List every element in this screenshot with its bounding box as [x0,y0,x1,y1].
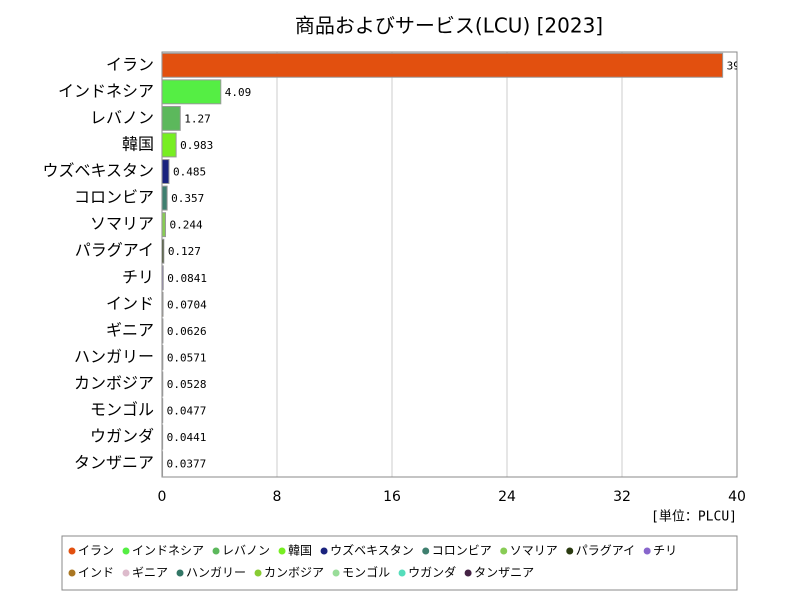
legend-marker [122,547,130,555]
legend-label: レバノン [222,544,270,558]
y-tick-label: インド [106,294,154,313]
legend-label: カンボジア [264,566,324,580]
bar [162,185,168,211]
y-tick-label: ソマリア [90,214,154,233]
legend-marker [254,569,262,577]
y-tick-label: モンゴル [90,400,154,419]
legend-marker [122,569,130,577]
y-tick-label: イラン [106,55,154,74]
plot-border [161,51,738,478]
value-label: 0.485 [173,166,206,179]
x-tick-label: 32 [613,489,631,505]
legend-marker [500,547,508,555]
value-label: 0.0441 [167,431,207,444]
value-label: 0.983 [180,139,213,152]
y-tick-label: 韓国 [122,134,154,153]
legend-marker [566,547,574,555]
legend-marker [320,547,328,555]
legend-marker [464,569,472,577]
y-tick-label: コロンビア [74,188,154,207]
bar [162,212,167,238]
value-label: 39 [727,59,740,72]
bar [162,451,164,477]
bar [162,159,170,184]
value-label: 0.0704 [167,298,207,311]
x-tick-label: 40 [728,489,746,505]
legend-marker [643,547,651,555]
x-tick-label: 8 [273,489,282,505]
y-tick-label: パラグアイ [75,241,154,260]
bar [162,238,165,264]
y-tick-label: カンボジア [74,374,154,393]
x-tick-label: 24 [498,489,516,505]
legend-label: ハンガリー [186,566,246,580]
x-tick-label: 16 [383,489,401,505]
value-label: 0.0841 [167,272,207,285]
unit-label: [単位：PLCU] [651,509,737,525]
legend-marker [278,547,286,555]
legend-marker [68,569,76,577]
value-label: 0.0477 [167,405,207,418]
legend-marker [398,569,406,577]
bar [162,132,177,158]
legend-label: チリ [653,544,677,558]
value-label: 0.0377 [167,458,207,471]
value-label: 0.127 [168,245,201,258]
value-label: 1.27 [184,112,211,125]
legend-marker [176,569,184,577]
value-label: 0.0528 [167,378,207,391]
legend-label: 韓国 [288,544,312,558]
legend-label: インド [78,566,114,580]
legend-label: ウズベキスタン [330,543,414,558]
y-tick-label: チリ [122,267,154,286]
legend-box [61,535,738,591]
bar [162,79,222,105]
bar [162,265,164,291]
bar [162,105,181,131]
chart-title: 商品およびサービス(LCU) [2023] [295,14,603,38]
y-tick-label: タンザニア [74,453,154,472]
bar [162,424,164,450]
y-tick-label: レバノン [90,108,154,127]
legend-label: タンザニア [474,566,534,580]
x-tick-label: 0 [158,489,167,505]
bars: 39 4.09 1.27 0.983 0.485 0.357 0.244 0.127 0.084… [162,52,740,477]
value-label: 0.357 [171,192,204,205]
value-label: 0.0571 [167,351,207,364]
legend-label: イラン [78,544,114,558]
y-tick-label: ウズベキスタン [42,161,154,180]
legend-marker [422,547,430,555]
bar [162,345,164,370]
legend-label: ギニア [132,566,168,580]
value-label: 0.0626 [167,325,207,338]
bar [162,52,724,78]
bar [162,318,164,344]
legend-label: コロンビア [432,544,492,558]
bar [162,398,164,424]
legend-label: モンゴル [342,565,390,580]
y-tick-label: インドネシア [58,81,154,100]
y-tick-label: ハンガリー [74,347,154,366]
legend-marker [68,547,76,555]
value-label: 0.244 [170,219,203,232]
y-tick-label: ウガンダ [90,427,154,446]
legend-marker [332,569,340,577]
legend-marker [212,547,220,555]
bar [162,291,164,317]
value-label: 4.09 [225,86,252,99]
y-tick-label: ギニア [106,320,154,339]
legend-label: インドネシア [132,544,204,558]
legend-label: ウガンダ [408,565,456,580]
bar [162,371,164,397]
legend-label: パラグアイ [576,544,635,558]
legend-label: ソマリア [510,544,558,558]
